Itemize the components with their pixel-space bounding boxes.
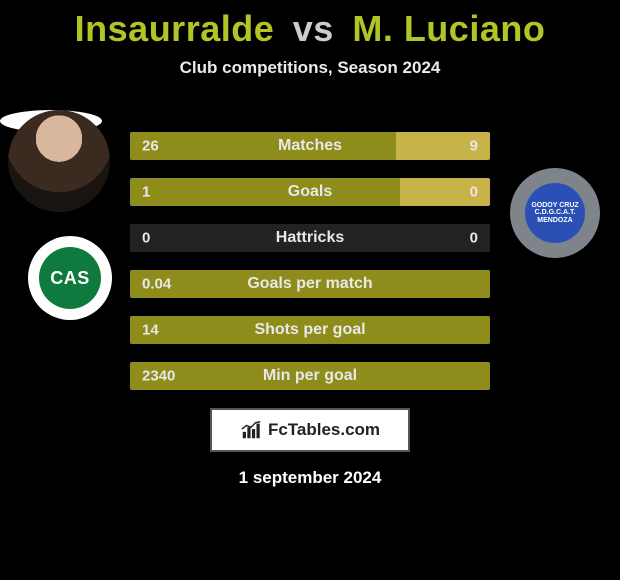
stat-label: Hattricks (276, 229, 344, 247)
stat-value-right: 9 (470, 138, 478, 155)
stat-value-left: 1 (142, 184, 150, 201)
comparison-panel: CAS GODOY CRUZ C.D.G.C.A.T. MENDOZA 26 9 M… (0, 110, 620, 390)
stat-row: 1 0 Goals (130, 178, 490, 206)
player-a-avatar (8, 110, 110, 212)
stat-value-right: 0 (470, 184, 478, 201)
team-a-crest: CAS (28, 236, 112, 320)
team-b-crest-inner: GODOY CRUZ C.D.G.C.A.T. MENDOZA (525, 183, 585, 243)
stat-bars: 26 9 Matches 1 0 Goals 0 0 Hattricks 0.04 Goals pe… (130, 132, 490, 390)
stat-label: Shots per goal (254, 321, 365, 339)
stat-label: Matches (278, 137, 342, 155)
stat-value-left: 0.04 (142, 276, 171, 293)
stat-row: 0.04 Goals per match (130, 270, 490, 298)
stat-row: 14 Shots per goal (130, 316, 490, 344)
team-b-crest-top: GODOY CRUZ (531, 202, 578, 209)
watermark-text: FcTables.com (268, 420, 380, 440)
stat-row: 2340 Min per goal (130, 362, 490, 390)
stat-row: 0 0 Hattricks (130, 224, 490, 252)
title-player-a: Insaurralde (75, 8, 275, 49)
title-player-b: M. Luciano (352, 8, 545, 49)
date-text: 1 september 2024 (0, 468, 620, 488)
stat-label: Goals per match (247, 275, 372, 293)
stat-label: Min per goal (263, 367, 357, 385)
team-a-crest-text: CAS (39, 247, 101, 309)
stat-value-right: 0 (470, 230, 478, 247)
subtitle: Club competitions, Season 2024 (0, 58, 620, 78)
team-b-crest-mid: C.D.G.C.A.T. (535, 209, 576, 216)
stat-value-left: 0 (142, 230, 150, 247)
team-b-crest: GODOY CRUZ C.D.G.C.A.T. MENDOZA (510, 168, 600, 258)
stat-row: 26 9 Matches (130, 132, 490, 160)
team-b-crest-bot: MENDOZA (537, 217, 572, 224)
stat-value-left: 2340 (142, 368, 175, 385)
stat-label: Goals (288, 183, 332, 201)
page-title: Insaurralde vs M. Luciano (0, 0, 620, 50)
title-separator: vs (293, 8, 334, 49)
chart-icon (240, 419, 262, 441)
stat-value-left: 26 (142, 138, 159, 155)
stat-value-left: 14 (142, 322, 159, 339)
stat-fill-left (130, 178, 400, 206)
stat-fill-left (130, 132, 396, 160)
watermark: FcTables.com (210, 408, 410, 452)
